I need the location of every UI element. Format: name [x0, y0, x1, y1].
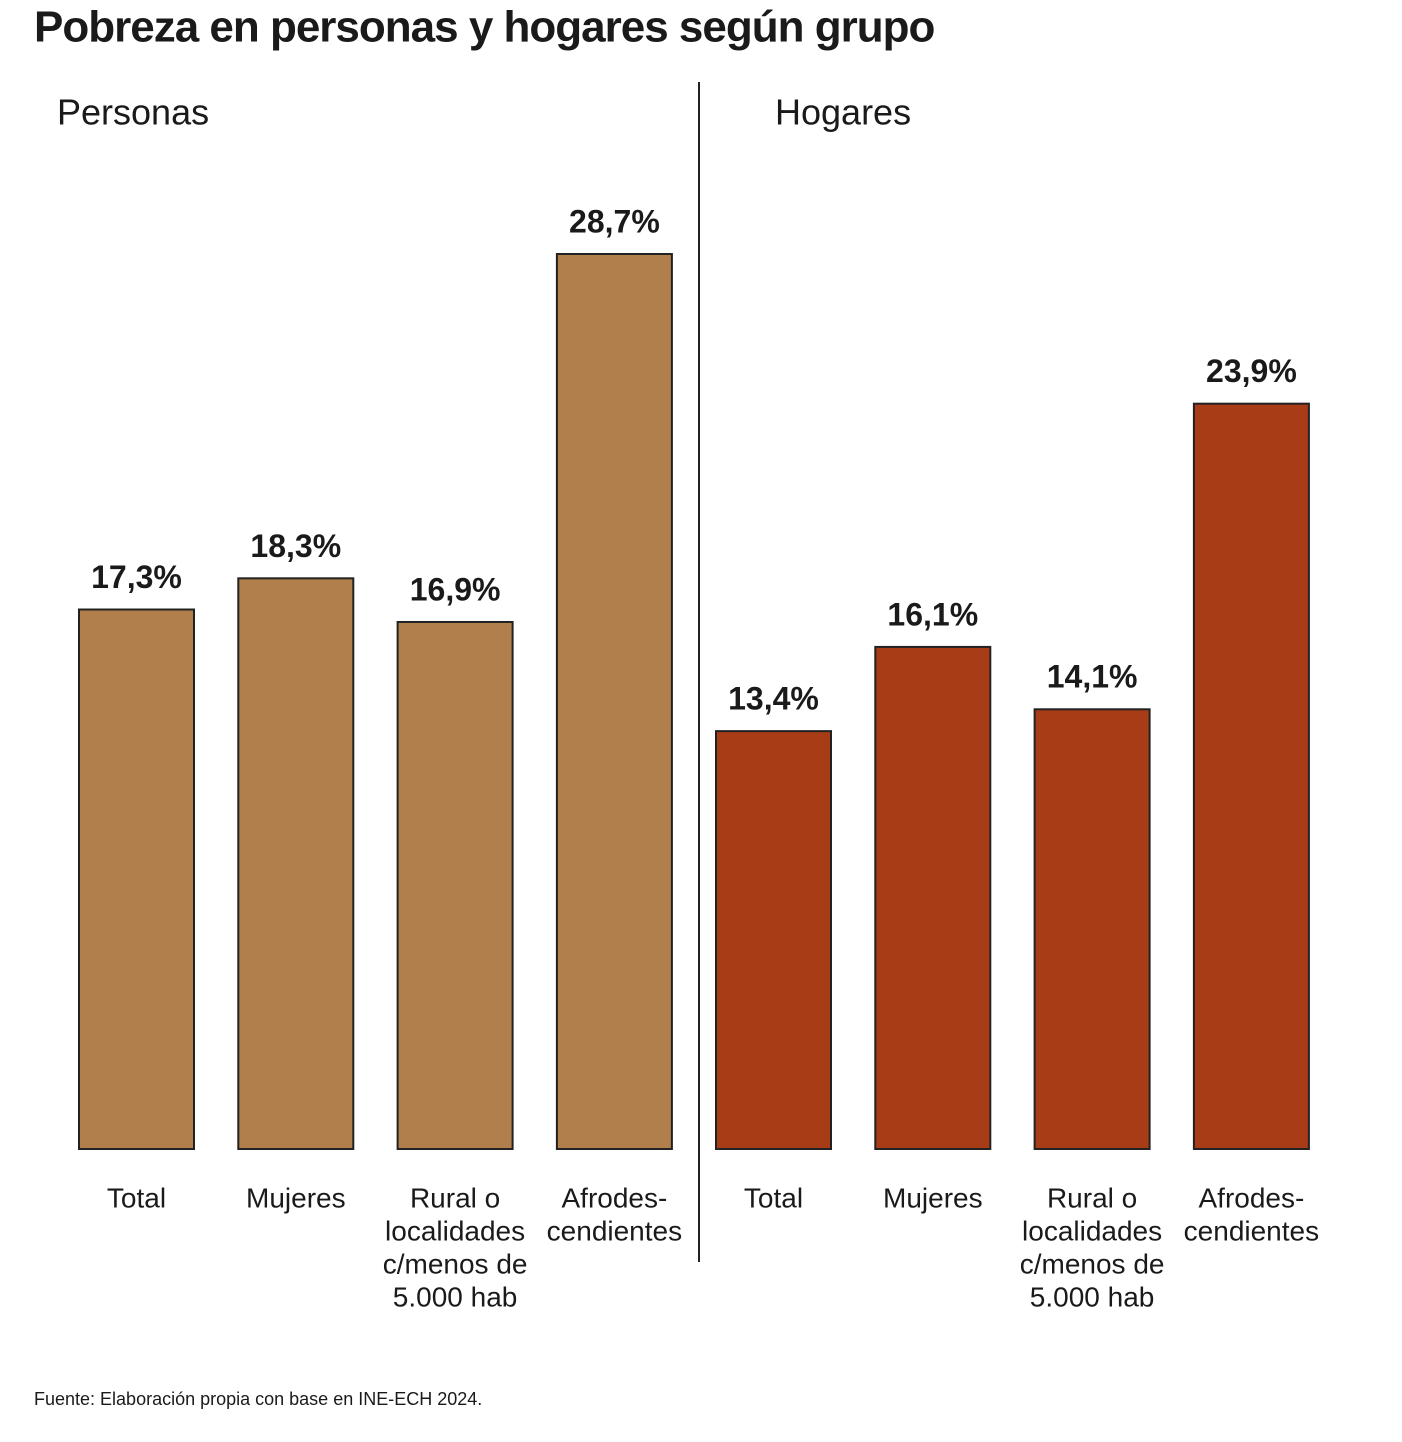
- x-tick-label: c/menos de: [383, 1248, 528, 1279]
- x-tick-label: Rural o: [410, 1182, 500, 1213]
- chart-title: Pobreza en personas y hogares según grup…: [34, 3, 934, 52]
- x-tick-label: Mujeres: [883, 1182, 983, 1213]
- x-tick-label: 5.000 hab: [1030, 1281, 1155, 1312]
- bar: [1033, 708, 1151, 1150]
- x-tick-label: localidades: [1022, 1215, 1162, 1246]
- x-tick-label: Total: [744, 1182, 803, 1213]
- panel-title: Personas: [57, 92, 209, 133]
- x-tick-label: cendientes: [1184, 1215, 1319, 1246]
- bar: [555, 253, 673, 1150]
- bar: [237, 577, 355, 1150]
- value-label: 18,3%: [250, 528, 341, 564]
- value-label: 16,1%: [887, 596, 978, 632]
- x-tick-label: Afrodes-: [561, 1182, 667, 1213]
- value-label: 17,3%: [91, 559, 182, 595]
- bar: [396, 620, 514, 1150]
- bar: [874, 645, 992, 1150]
- x-tick-label: 5.000 hab: [393, 1281, 518, 1312]
- source: Fuente: Elaboración propia con base en I…: [34, 1389, 482, 1409]
- value-label: 23,9%: [1206, 353, 1297, 389]
- value-label: 28,7%: [569, 203, 660, 239]
- x-tick-label: c/menos de: [1020, 1248, 1165, 1279]
- x-tick-label: Mujeres: [246, 1182, 346, 1213]
- value-label: 16,9%: [410, 571, 501, 607]
- x-tick-label: localidades: [385, 1215, 525, 1246]
- x-tick-label: cendientes: [547, 1215, 682, 1246]
- value-label: 14,1%: [1047, 659, 1138, 695]
- bar: [715, 730, 832, 1150]
- bar: [1192, 402, 1310, 1150]
- panel-title: Hogares: [775, 92, 911, 133]
- x-tick-label: Total: [107, 1182, 166, 1213]
- value-label: 13,4%: [728, 681, 819, 717]
- bar: [78, 608, 195, 1150]
- x-tick-label: Afrodes-: [1198, 1182, 1304, 1213]
- x-tick-label: Rural o: [1047, 1182, 1137, 1213]
